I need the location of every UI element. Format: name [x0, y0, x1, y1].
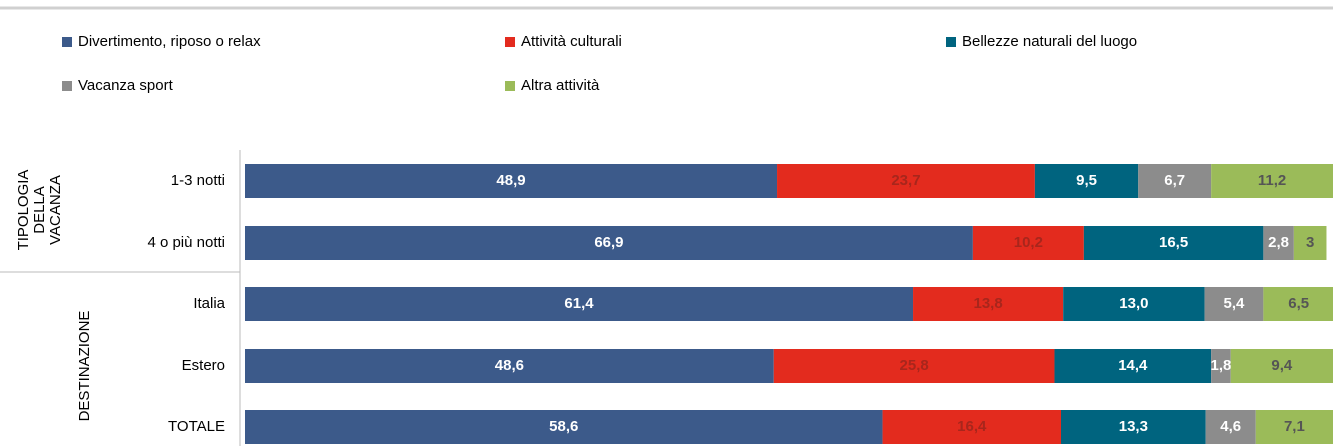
value-label: 58,6 [549, 418, 578, 435]
value-label: 66,9 [594, 234, 623, 251]
legend-swatch [62, 81, 72, 91]
value-label: 11,2 [1258, 172, 1286, 189]
bar-segment [245, 226, 973, 260]
bar-segment [1263, 287, 1333, 321]
bar-segment [1034, 164, 1139, 198]
category-label: 4 o più notti [147, 234, 225, 251]
value-label: 5,4 [1224, 295, 1246, 312]
bar-segment [1263, 226, 1294, 260]
legend-label: Attività culturali [521, 33, 622, 50]
legend-swatch [505, 81, 515, 91]
bar-segment [972, 226, 1084, 260]
bar-segment [773, 349, 1055, 383]
value-label: 6,5 [1288, 295, 1309, 312]
bar-segment [1255, 410, 1333, 444]
value-label: 2,8 [1268, 234, 1289, 251]
value-label: 61,4 [564, 295, 594, 312]
group-label: TIPOLOGIA [15, 170, 32, 251]
value-label: 6,7 [1164, 172, 1185, 189]
bar-segment [1063, 287, 1205, 321]
bar-segment [1138, 164, 1212, 198]
bar-segment [245, 410, 883, 444]
value-label: 14,4 [1118, 357, 1148, 374]
value-label: 4,6 [1220, 418, 1241, 435]
bar-segment [1293, 226, 1327, 260]
bar-segment [777, 164, 1035, 198]
bar-segment [1205, 410, 1256, 444]
group-label: DELLA [31, 186, 48, 234]
value-label: 3 [1306, 234, 1314, 251]
legend-swatch [505, 37, 515, 47]
bar-segment [245, 287, 914, 321]
bar-segment [245, 164, 778, 198]
category-label: 1-3 notti [171, 172, 225, 189]
value-label: 7,1 [1284, 418, 1305, 435]
legend-label: Vacanza sport [78, 77, 174, 94]
bar-segment [1083, 226, 1264, 260]
value-label: 23,7 [891, 172, 920, 189]
bar-segment [1211, 349, 1231, 383]
group-label: VACANZA [47, 175, 64, 245]
legend-swatch [946, 37, 956, 47]
value-label: 16,5 [1159, 234, 1188, 251]
bar-segment [882, 410, 1061, 444]
bar-segment [1230, 349, 1333, 383]
value-label: 13,0 [1119, 295, 1148, 312]
value-label: 48,9 [496, 172, 525, 189]
category-label: TOTALE [168, 418, 225, 435]
value-label: 1,8 [1211, 357, 1232, 374]
bar-segment [1054, 349, 1212, 383]
legend-label: Bellezze naturali del luogo [962, 33, 1137, 50]
bar-segment [1061, 410, 1206, 444]
value-label: 13,3 [1119, 418, 1148, 435]
group-label: DESTINAZIONE [76, 311, 93, 422]
legend-swatch [62, 37, 72, 47]
value-label: 16,4 [957, 418, 987, 435]
category-label: Estero [182, 357, 225, 374]
legend-label: Altra attività [521, 77, 600, 94]
value-label: 48,6 [495, 357, 524, 374]
value-label: 9,4 [1271, 357, 1293, 374]
bar-segment [245, 349, 774, 383]
value-label: 10,2 [1014, 234, 1043, 251]
bar-segment [1204, 287, 1264, 321]
bar-segment [1211, 164, 1333, 198]
legend-label: Divertimento, riposo o relax [78, 33, 261, 50]
value-label: 13,8 [974, 295, 1003, 312]
value-label: 25,8 [900, 357, 929, 374]
category-label: Italia [193, 295, 225, 312]
bar-segment [913, 287, 1064, 321]
value-label: 9,5 [1076, 172, 1097, 189]
